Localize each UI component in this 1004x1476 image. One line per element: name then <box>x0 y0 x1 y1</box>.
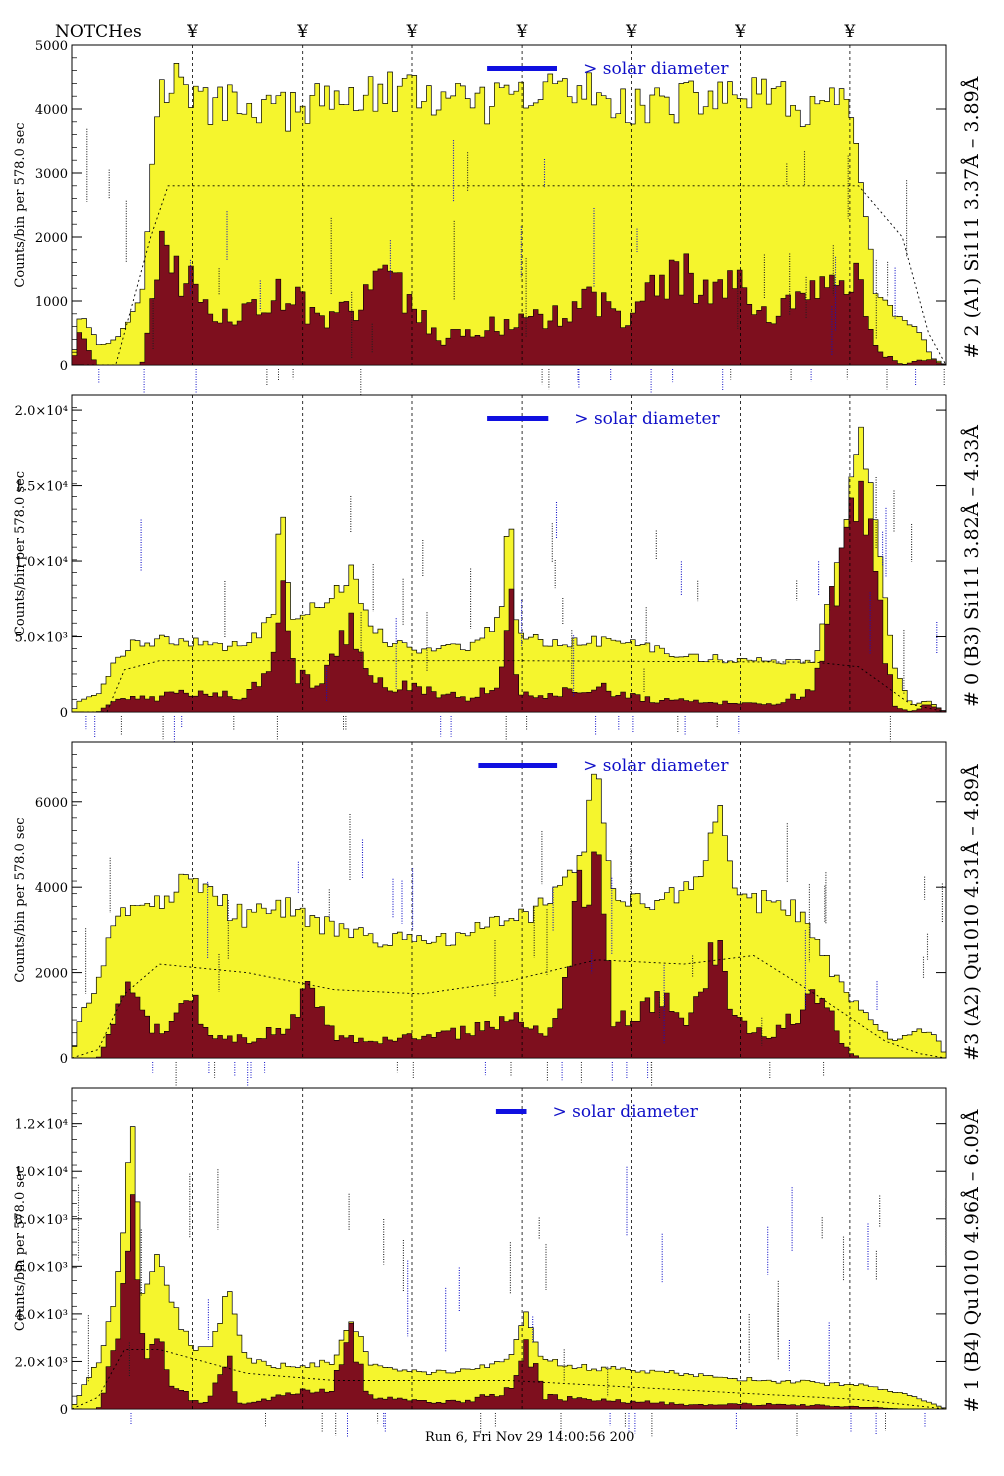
y-tick-label: 1.0×10⁴ <box>15 1165 68 1180</box>
notch-marker-3: ¥ <box>406 22 418 42</box>
y-tick-label: 2.0×10³ <box>15 1355 68 1370</box>
y-tick-label: 5.0×10³ <box>15 631 68 646</box>
panel-label: # 2 (A1) Si111 3.37Å – 3.89Å <box>961 76 983 358</box>
y-tick-label: 1.5×10⁴ <box>15 480 68 495</box>
y-tick-label: 6.0×10³ <box>15 1260 68 1275</box>
solar-diameter-bar <box>495 1109 527 1114</box>
y-tick-label: 4.0×10³ <box>15 1308 68 1323</box>
model-curve <box>71 1349 947 1410</box>
panel-label: # 1 (B4) Qu1010 4.96Å – 6.09Å <box>961 1109 983 1412</box>
model-curve <box>72 660 947 713</box>
y-axis-label: Counts/bin per 578.0 sec <box>13 471 28 636</box>
y-axis-label: Counts/bin per 578.0 sec <box>13 1166 28 1331</box>
footer-run-stamp: Run 6, Fri Nov 29 14:00:56 200 <box>425 1430 634 1445</box>
model-curve <box>71 955 947 1059</box>
notch-marker-7: ¥ <box>843 22 855 42</box>
panel-2: 0 5.0×10³ 1.0×10⁴ 1.5×10⁴ 2.0×10⁴ Counts/bin … <box>13 394 983 742</box>
solar-diameter-legend: > solar diameter <box>583 756 729 776</box>
y-tick-label: 0 <box>60 359 68 374</box>
subtracted-counts-histogram <box>72 851 946 1059</box>
panel-4: 0 2.0×10³ 4.0×10³ 6.0×10³ 8.0×10³ 1.0×10⁴ 1.2×… <box>13 1087 983 1438</box>
solar-diameter-bar <box>478 763 558 768</box>
notch-marker-6: ¥ <box>734 22 746 42</box>
y-tick-label: 1.0×10⁴ <box>15 555 68 570</box>
y-tick-label: 0 <box>60 1052 68 1067</box>
panel-3: 0 2000 4000 6000 Counts/bin per 578.0 sec #3 … <box>13 741 983 1087</box>
notch-markers: ¥ ¥ ¥ ¥ ¥ ¥ ¥ <box>186 22 855 42</box>
y-tick-label: 0 <box>60 706 68 721</box>
panel-label: # 0 (B3) Si111 3.82Å – 4.33Å <box>961 425 983 707</box>
y-tick-label: 4000 <box>35 103 68 118</box>
y-tick-label: 5000 <box>35 39 68 54</box>
notch-marker-5: ¥ <box>625 22 637 42</box>
y-tick-label: 1000 <box>35 295 68 310</box>
solar-diameter-bar <box>487 66 557 71</box>
notches-label: NOTCHes <box>55 22 142 42</box>
solar-diameter-bar <box>487 416 549 421</box>
notch-marker-1: ¥ <box>186 22 198 42</box>
spectra-panels: 0 1000 2000 3000 4000 5000 Counts/bin per 578.… <box>13 39 983 1438</box>
y-tick-label: 2.0×10⁴ <box>15 404 68 419</box>
panel-1: 0 1000 2000 3000 4000 5000 Counts/bin per 578.… <box>13 39 983 395</box>
model-curve <box>72 185 947 366</box>
y-tick-label: 1.2×10⁴ <box>15 1118 68 1133</box>
solar-diameter-legend: > solar diameter <box>583 59 729 79</box>
y-tick-label: 2000 <box>35 231 68 246</box>
y-tick-label: 4000 <box>35 881 68 896</box>
y-tick-label: 2000 <box>35 967 68 982</box>
y-tick-label: 6000 <box>35 796 68 811</box>
y-tick-label: 8.0×10³ <box>15 1213 68 1228</box>
y-axis-label: Counts/bin per 578.0 sec <box>13 817 28 982</box>
subtracted-counts-histogram <box>72 480 947 713</box>
subtracted-counts-histogram <box>72 1194 946 1410</box>
solar-diameter-legend: > solar diameter <box>553 1102 699 1122</box>
notch-marker-4: ¥ <box>516 22 528 42</box>
y-tick-label: 0 <box>60 1403 68 1418</box>
panel-label: #3 (A2) Qu1010 4.31Å – 4.89Å <box>961 764 983 1061</box>
solar-diameter-legend: > solar diameter <box>574 409 720 429</box>
notch-marker-2: ¥ <box>296 22 308 42</box>
y-axis-label: Counts/bin per 578.0 sec <box>13 122 28 287</box>
y-tick-label: 3000 <box>35 167 68 182</box>
